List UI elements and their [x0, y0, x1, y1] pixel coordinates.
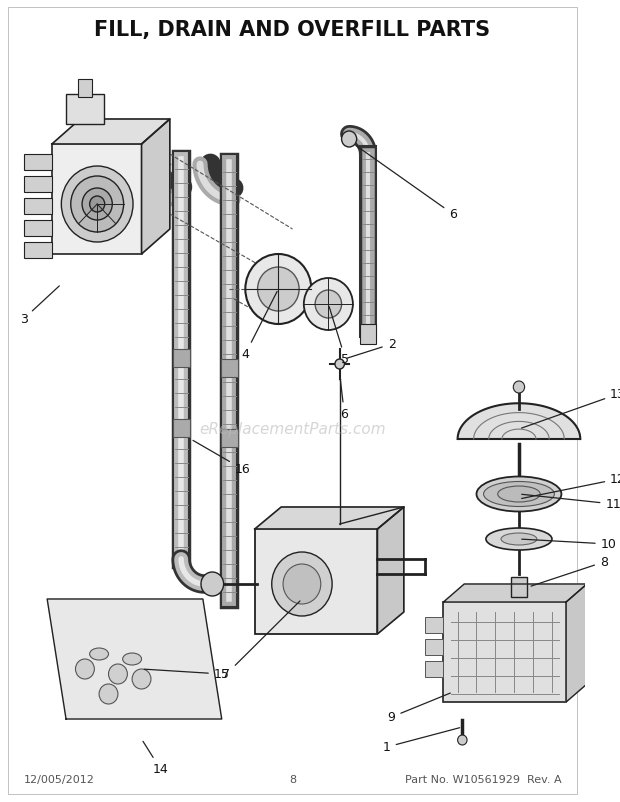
Text: 10: 10	[521, 538, 616, 551]
Text: 9: 9	[388, 693, 450, 723]
Text: 8: 8	[289, 774, 296, 784]
Ellipse shape	[477, 477, 562, 512]
Ellipse shape	[123, 653, 141, 665]
Circle shape	[82, 188, 112, 221]
FancyBboxPatch shape	[512, 577, 526, 597]
Circle shape	[342, 132, 356, 148]
Text: eReplacementParts.com: eReplacementParts.com	[199, 422, 386, 437]
Circle shape	[76, 659, 94, 679]
Text: 8: 8	[531, 556, 608, 586]
Text: 11: 11	[521, 495, 620, 511]
FancyBboxPatch shape	[425, 639, 443, 655]
Circle shape	[108, 664, 127, 684]
Polygon shape	[378, 508, 404, 634]
FancyBboxPatch shape	[172, 350, 190, 367]
FancyBboxPatch shape	[425, 618, 443, 634]
FancyBboxPatch shape	[24, 155, 52, 171]
Text: Part No. W10561929  Rev. A: Part No. W10561929 Rev. A	[405, 774, 562, 784]
Ellipse shape	[90, 648, 108, 660]
FancyBboxPatch shape	[24, 176, 52, 192]
Ellipse shape	[498, 486, 540, 502]
Circle shape	[513, 382, 525, 394]
Text: 14: 14	[143, 741, 168, 776]
Text: 7: 7	[223, 602, 300, 681]
Text: 6: 6	[356, 147, 457, 221]
Circle shape	[90, 196, 105, 213]
Polygon shape	[443, 585, 587, 602]
Polygon shape	[47, 599, 222, 719]
Circle shape	[283, 565, 321, 604]
Text: 12: 12	[521, 473, 620, 499]
Circle shape	[335, 359, 344, 370]
Text: 1: 1	[383, 727, 459, 754]
Text: 12/005/2012: 12/005/2012	[24, 774, 94, 784]
FancyBboxPatch shape	[425, 661, 443, 677]
Text: 3: 3	[20, 286, 60, 326]
Ellipse shape	[484, 482, 554, 507]
Polygon shape	[566, 585, 587, 702]
FancyBboxPatch shape	[360, 325, 376, 345]
Text: 5: 5	[329, 307, 349, 366]
Circle shape	[246, 255, 311, 325]
Circle shape	[272, 553, 332, 616]
Text: 6: 6	[340, 377, 348, 421]
FancyBboxPatch shape	[172, 419, 190, 437]
Polygon shape	[52, 119, 170, 145]
Text: 16: 16	[193, 441, 250, 476]
Circle shape	[304, 278, 353, 330]
FancyBboxPatch shape	[24, 199, 52, 215]
Polygon shape	[255, 508, 404, 529]
Text: 2: 2	[347, 338, 396, 358]
Ellipse shape	[486, 529, 552, 550]
Circle shape	[132, 669, 151, 689]
Polygon shape	[458, 403, 580, 439]
FancyBboxPatch shape	[443, 602, 566, 702]
Text: FILL, DRAIN AND OVERFILL PARTS: FILL, DRAIN AND OVERFILL PARTS	[94, 20, 490, 40]
Text: 4: 4	[241, 292, 277, 361]
FancyBboxPatch shape	[24, 221, 52, 237]
FancyBboxPatch shape	[221, 429, 238, 448]
Circle shape	[61, 167, 133, 243]
FancyBboxPatch shape	[221, 359, 238, 378]
FancyBboxPatch shape	[24, 243, 52, 259]
Circle shape	[257, 268, 299, 312]
Circle shape	[71, 176, 123, 233]
Polygon shape	[141, 119, 170, 255]
Circle shape	[458, 735, 467, 745]
Circle shape	[201, 573, 224, 596]
FancyBboxPatch shape	[78, 80, 92, 98]
Text: 13: 13	[521, 388, 620, 428]
FancyBboxPatch shape	[66, 95, 104, 125]
Text: 15: 15	[144, 668, 229, 681]
Ellipse shape	[501, 533, 537, 545]
FancyBboxPatch shape	[52, 145, 141, 255]
Circle shape	[99, 684, 118, 704]
FancyBboxPatch shape	[255, 529, 378, 634]
Circle shape	[315, 290, 342, 318]
